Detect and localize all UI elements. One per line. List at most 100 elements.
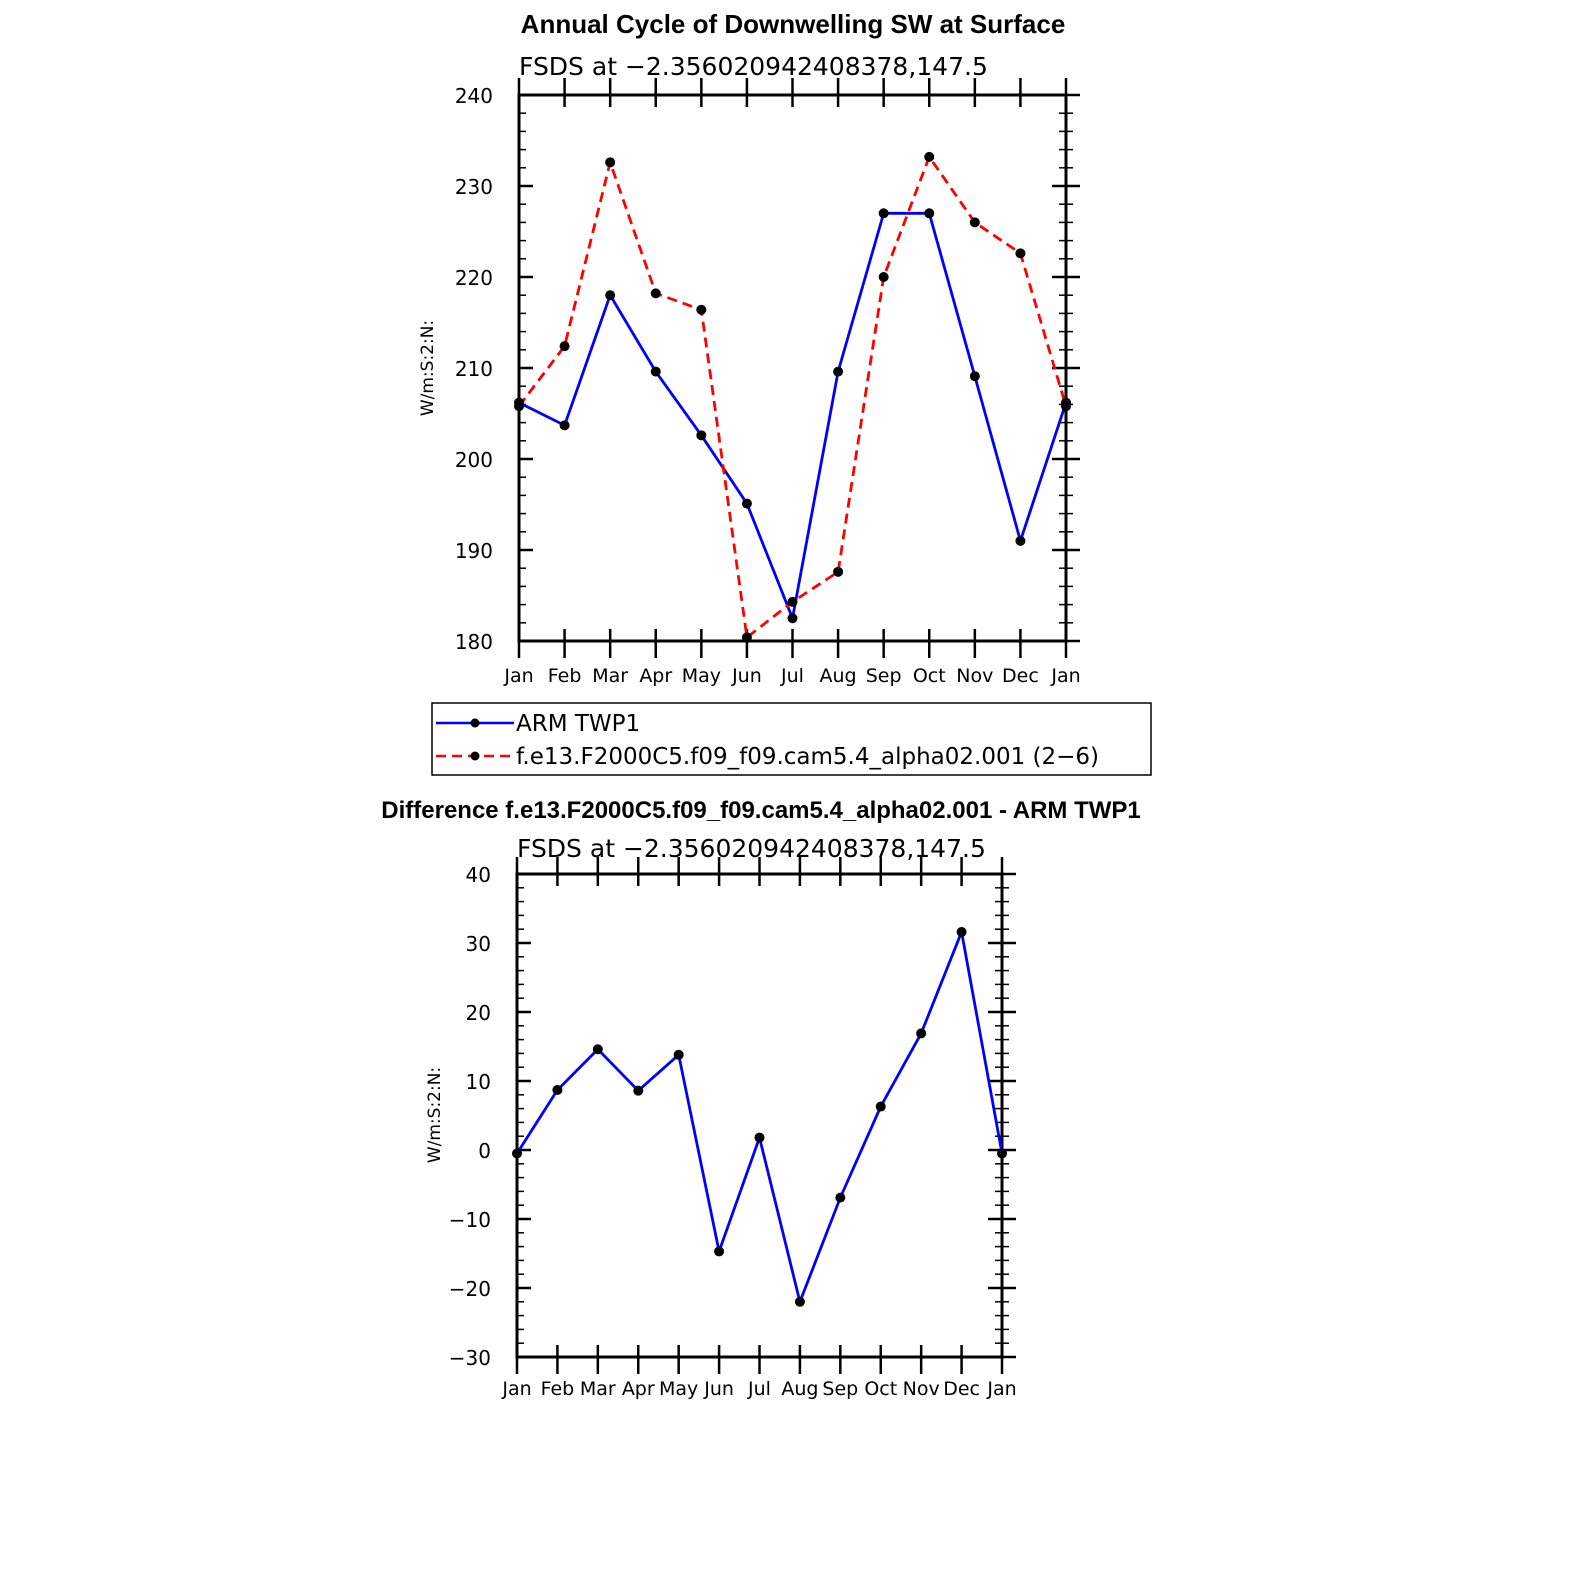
series-0-point bbox=[754, 1132, 765, 1143]
x-tick-label: May bbox=[682, 665, 721, 687]
series-0-point bbox=[552, 1084, 563, 1095]
x-tick-label: Feb bbox=[548, 665, 582, 687]
x-tick-label: Jan bbox=[1050, 665, 1080, 687]
x-tick-label: Mar bbox=[580, 1378, 616, 1400]
y-tick-label: 200 bbox=[455, 448, 493, 472]
series-0-point bbox=[605, 290, 616, 301]
series-0-point bbox=[794, 1296, 805, 1307]
legend-marker-model bbox=[470, 751, 480, 761]
chart-subtitle: FSDS at −2.356020942408378,147.5 bbox=[517, 834, 986, 863]
series-1-point bbox=[650, 288, 661, 299]
series-0-point bbox=[916, 1028, 927, 1039]
legend-label-model: f.e13.F2000C5.f09_f09.cam5.4_alpha02.001… bbox=[516, 744, 1099, 770]
series-0-point bbox=[878, 208, 889, 219]
annual-cycle-chart: Annual Cycle of Downwelling SW at Surfac… bbox=[418, 9, 1152, 776]
series-0-point bbox=[633, 1085, 644, 1096]
y-tick-label: 40 bbox=[466, 863, 491, 887]
chart-title: Difference f.e13.F2000C5.f09_f09.cam5.4_… bbox=[381, 797, 1140, 824]
chart-subtitle: FSDS at −2.356020942408378,147.5 bbox=[519, 52, 988, 81]
y-tick-label: −10 bbox=[449, 1208, 491, 1232]
axis-ticks: Jan Feb Mar Apr May Jun Jul Aug Sep Oct Nov Dec Jan−… bbox=[449, 857, 1017, 1400]
series-0-point bbox=[741, 498, 752, 509]
y-tick-label: 230 bbox=[455, 175, 493, 199]
x-tick-label: Jan bbox=[986, 1378, 1016, 1400]
series-1-point bbox=[924, 151, 935, 162]
series-0-point bbox=[1015, 535, 1026, 546]
y-tick-label: −20 bbox=[449, 1277, 491, 1301]
x-tick-label: Jul bbox=[747, 1378, 771, 1400]
series-0-point bbox=[650, 366, 661, 377]
series-line-0 bbox=[515, 926, 1004, 1307]
x-tick-label: Jul bbox=[780, 665, 804, 687]
x-tick-label: Nov bbox=[903, 1378, 940, 1400]
series-0-point bbox=[787, 613, 798, 624]
series-line-0 bbox=[518, 211, 1068, 624]
y-tick-label: −30 bbox=[449, 1346, 491, 1370]
series-1-point bbox=[969, 217, 980, 228]
series-0-point bbox=[833, 366, 844, 377]
series-layer bbox=[512, 926, 1007, 1307]
series-0-point bbox=[559, 420, 570, 431]
series-0-point bbox=[924, 208, 935, 219]
x-tick-label: Dec bbox=[1002, 665, 1039, 687]
axis-ticks: Jan Feb Mar Apr May Jun Jul Aug Sep Oct Nov Dec Jan 1… bbox=[455, 78, 1081, 687]
series-1-point bbox=[696, 304, 707, 315]
legend-label-arm: ARM TWP1 bbox=[516, 711, 640, 737]
x-tick-label: Nov bbox=[956, 665, 993, 687]
x-tick-label: Sep bbox=[866, 665, 902, 687]
x-tick-label: Oct bbox=[913, 665, 946, 687]
y-axis-label: W/m:S:2:N: bbox=[425, 1067, 445, 1163]
x-tick-label: Jun bbox=[703, 1378, 734, 1400]
y-tick-label: 0 bbox=[478, 1139, 491, 1163]
chart-title: Annual Cycle of Downwelling SW at Surfac… bbox=[521, 9, 1066, 39]
series-0-point bbox=[714, 1246, 725, 1257]
legend-marker-arm bbox=[470, 718, 480, 728]
series-1-point bbox=[833, 566, 844, 577]
legend: ARM TWP1 f.e13.F2000C5.f09_f09.cam5.4_al… bbox=[431, 702, 1152, 776]
series-1-point bbox=[1015, 248, 1026, 259]
y-tick-label: 20 bbox=[466, 1001, 491, 1025]
y-tick-label: 220 bbox=[455, 266, 493, 290]
x-tick-label: Aug bbox=[820, 665, 857, 687]
series-0-point bbox=[969, 371, 980, 382]
series-0-point bbox=[956, 926, 967, 937]
x-tick-label: Jan bbox=[501, 1378, 531, 1400]
series-0-point bbox=[875, 1101, 886, 1112]
plot-frame bbox=[517, 93, 1068, 643]
series-0-point bbox=[835, 1192, 846, 1203]
series-0-point bbox=[997, 1148, 1007, 1159]
x-tick-label: May bbox=[659, 1378, 698, 1400]
x-tick-label: Jan bbox=[503, 665, 533, 687]
series-layer bbox=[514, 151, 1071, 643]
series-0-point bbox=[592, 1044, 603, 1055]
y-axis-label: W/m:S:2:N: bbox=[418, 320, 438, 416]
x-tick-label: Sep bbox=[822, 1378, 858, 1400]
y-tick-label: 240 bbox=[455, 84, 493, 108]
series-line-1 bbox=[517, 153, 1068, 640]
x-tick-label: Mar bbox=[592, 665, 628, 687]
x-tick-label: Dec bbox=[943, 1378, 980, 1400]
series-1-point bbox=[605, 157, 616, 168]
x-tick-label: Apr bbox=[622, 1378, 655, 1400]
x-tick-label: Feb bbox=[541, 1378, 575, 1400]
legend-box bbox=[431, 702, 1152, 776]
x-tick-label: Oct bbox=[864, 1378, 897, 1400]
series-1-point bbox=[559, 341, 570, 352]
x-tick-label: Apr bbox=[639, 665, 672, 687]
series-1-point bbox=[741, 632, 752, 643]
x-tick-label: Jun bbox=[731, 665, 762, 687]
plot-frame bbox=[515, 872, 1004, 1359]
series-0-point bbox=[512, 1148, 522, 1159]
difference-chart: Difference f.e13.F2000C5.f09_f09.cam5.4_… bbox=[381, 797, 1140, 1400]
series-1-point bbox=[878, 272, 889, 282]
x-tick-label: Aug bbox=[781, 1378, 818, 1400]
y-tick-label: 180 bbox=[455, 630, 493, 654]
y-tick-label: 210 bbox=[455, 357, 493, 381]
series-0-point bbox=[673, 1049, 684, 1060]
series-1-point bbox=[514, 401, 524, 412]
y-tick-label: 190 bbox=[455, 539, 493, 563]
y-tick-label: 30 bbox=[466, 932, 491, 956]
y-tick-label: 10 bbox=[466, 1070, 491, 1094]
